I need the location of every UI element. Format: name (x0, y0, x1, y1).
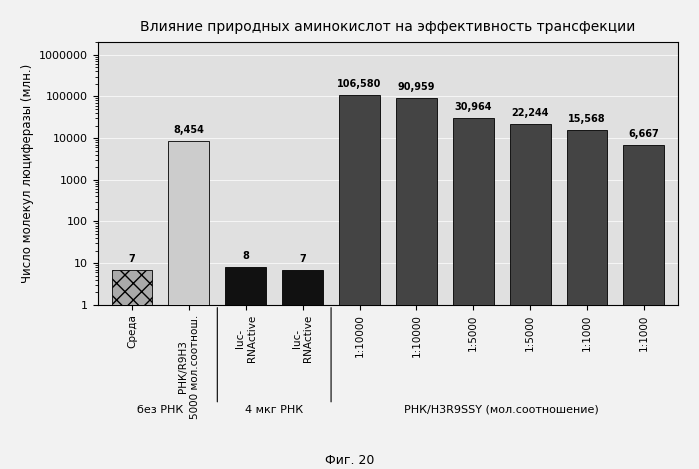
Y-axis label: Число молекул люциферазы (млн.): Число молекул люциферазы (млн.) (20, 64, 34, 283)
Bar (567, 130, 607, 469)
Text: 90,959: 90,959 (398, 82, 435, 92)
Bar (453, 118, 493, 469)
Text: 106,580: 106,580 (338, 79, 382, 89)
Text: 8: 8 (243, 251, 249, 261)
Bar (396, 98, 437, 469)
Bar (624, 145, 664, 469)
Bar (225, 267, 266, 469)
Text: 30,964: 30,964 (454, 102, 492, 112)
Text: 7: 7 (299, 254, 306, 264)
Text: 6,667: 6,667 (628, 129, 659, 139)
Bar (339, 95, 380, 469)
Text: РНК/H3R9SSY (мол.соотношение): РНК/H3R9SSY (мол.соотношение) (404, 405, 599, 415)
Bar (168, 141, 209, 469)
Text: 15,568: 15,568 (568, 114, 606, 124)
Text: 7: 7 (129, 254, 136, 264)
Title: Влияние природных аминокислот на эффективность трансфекции: Влияние природных аминокислот на эффекти… (140, 20, 635, 34)
Text: 4 мкг РНК: 4 мкг РНК (245, 405, 303, 415)
Text: без РНК: без РНК (137, 405, 184, 415)
Bar (112, 270, 152, 469)
Bar (282, 270, 323, 469)
Text: 8,454: 8,454 (173, 125, 204, 135)
Text: Фиг. 20: Фиг. 20 (325, 454, 374, 467)
Bar (510, 124, 551, 469)
Text: 22,244: 22,244 (512, 107, 549, 118)
